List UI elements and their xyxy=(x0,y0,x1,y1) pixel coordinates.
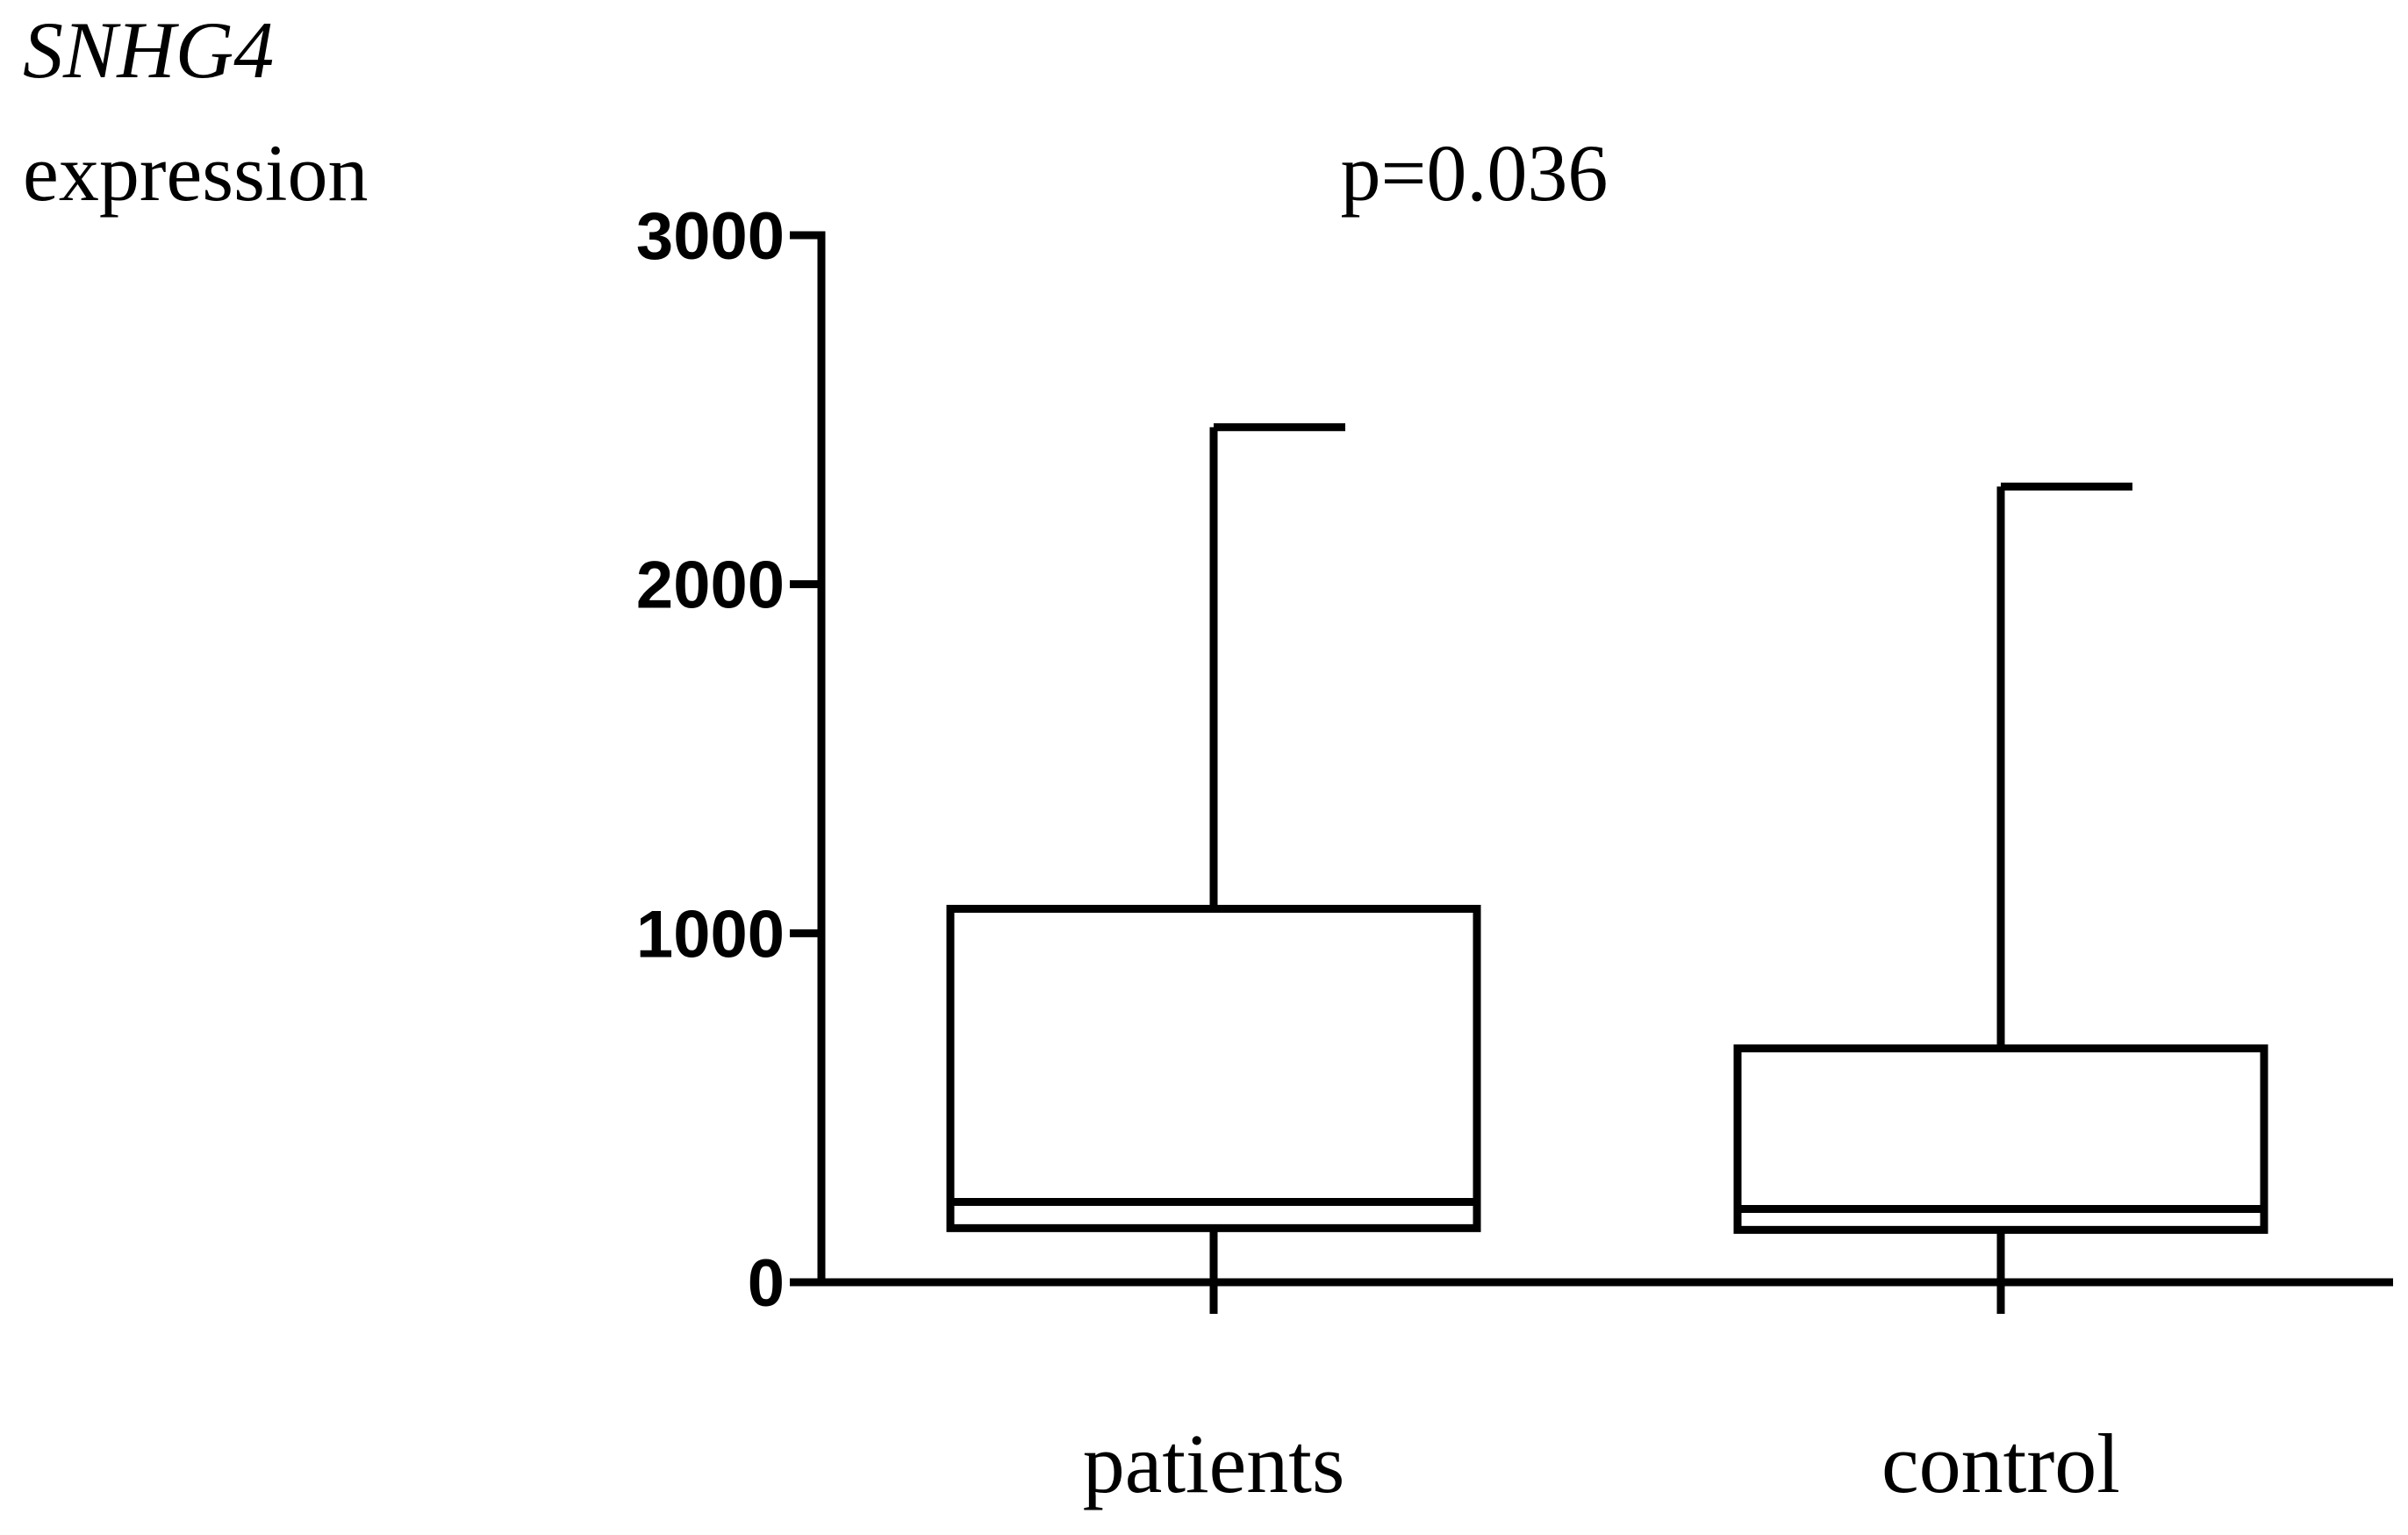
x-tick-label: patients xyxy=(1083,1417,1345,1510)
x-tick-label: control xyxy=(1881,1417,2120,1510)
y-axis-label: SNHG4 xyxy=(23,5,274,95)
box xyxy=(1733,1044,2268,1234)
y-tick-label: 1000 xyxy=(636,897,785,972)
y-tick-label: 2000 xyxy=(636,549,785,623)
y-tick-label: 0 xyxy=(748,1246,785,1321)
y-tick-label: 3000 xyxy=(636,199,785,274)
y-axis-label: expression xyxy=(23,128,368,218)
annotation: p=0.036 xyxy=(1341,128,1609,218)
box xyxy=(946,904,1481,1232)
